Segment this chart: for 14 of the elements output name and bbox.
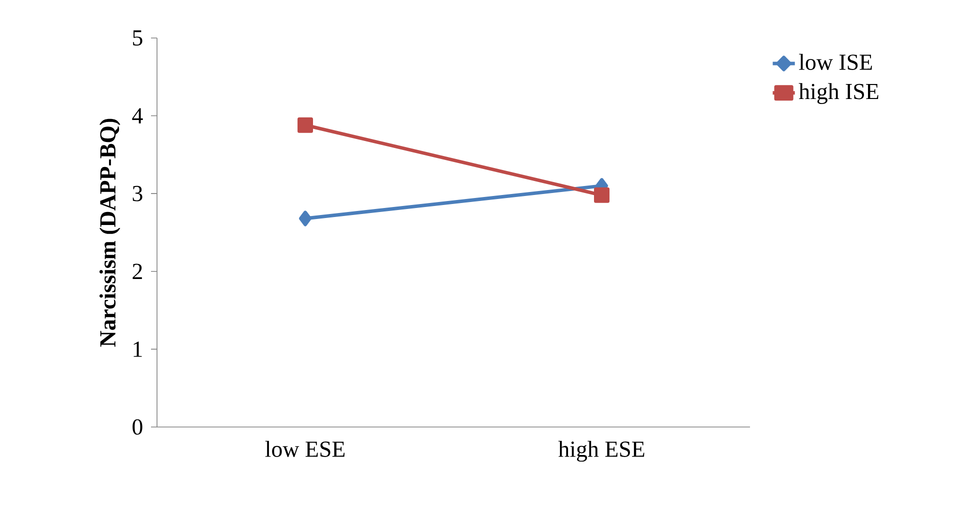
- legend-label: high ISE: [798, 83, 878, 104]
- y-tick-label: 3: [132, 186, 142, 202]
- y-tick-label: 2: [132, 264, 142, 279]
- point: [594, 187, 610, 203]
- x-tick-label: low ESE: [265, 440, 345, 457]
- x-tick-label: high ESE: [558, 440, 644, 462]
- y-axis-title: Narcissism (DAPP-BQ): [99, 118, 120, 347]
- y-tick-label: 4: [132, 108, 143, 124]
- y-tick-label: 5: [133, 30, 142, 46]
- point: [298, 117, 314, 133]
- y-tick-label: 1: [134, 342, 142, 357]
- legend-label: low ISE: [799, 54, 872, 70]
- y-tick-label: 0: [132, 419, 142, 435]
- point: [299, 210, 312, 226]
